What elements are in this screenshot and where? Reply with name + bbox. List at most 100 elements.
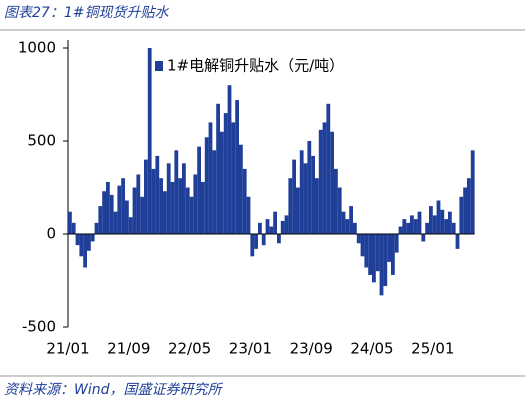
bar [318, 129, 323, 234]
x-tick-label: 23/09 [290, 340, 333, 358]
bar [273, 211, 277, 234]
bar [174, 150, 179, 234]
bar [197, 146, 201, 234]
bar [163, 191, 167, 234]
bar [83, 234, 87, 268]
bar [425, 222, 429, 234]
bar [254, 234, 258, 249]
bar [231, 122, 236, 234]
bar [315, 178, 319, 234]
bar [356, 234, 361, 244]
bar [201, 181, 205, 234]
bar [440, 209, 445, 234]
bar [398, 226, 403, 234]
x-tick-label: 25/01 [411, 340, 454, 358]
bar [98, 206, 103, 234]
bar [239, 144, 243, 234]
bar [208, 122, 213, 234]
bar [394, 234, 399, 253]
bar [235, 100, 239, 234]
bar [421, 234, 426, 242]
x-tick-label: 22/05 [168, 340, 211, 358]
bar [170, 181, 175, 234]
bar [311, 155, 315, 234]
bar [159, 178, 163, 234]
bar [391, 234, 395, 275]
bar [417, 211, 422, 234]
bar [277, 234, 281, 244]
bar [269, 226, 274, 234]
bar [246, 196, 251, 234]
bar [303, 163, 308, 234]
bar [330, 131, 334, 234]
bar [444, 219, 448, 234]
bar [189, 196, 194, 234]
bar [227, 85, 232, 234]
bar [250, 234, 255, 257]
bar [368, 234, 372, 275]
bar [125, 200, 129, 234]
bar [212, 150, 217, 234]
bar [436, 200, 441, 234]
bar [68, 211, 72, 234]
bar [455, 234, 460, 249]
bar [216, 103, 220, 234]
bar [94, 222, 99, 234]
bar [178, 178, 182, 234]
x-tick-label: 21/09 [107, 340, 150, 358]
bar [121, 178, 125, 234]
bar [292, 159, 296, 234]
bar [87, 234, 91, 251]
bar [341, 211, 346, 234]
bar [75, 234, 80, 246]
bar [451, 222, 456, 234]
bar [296, 187, 300, 234]
bar [383, 234, 388, 287]
bar [204, 137, 209, 234]
bar [360, 234, 365, 257]
y-tick-label: 1000 [18, 39, 56, 57]
bar [299, 150, 304, 234]
bar [140, 196, 144, 234]
bar [223, 113, 228, 234]
bar [128, 217, 133, 234]
bar [265, 219, 270, 234]
legend-swatch [155, 61, 163, 71]
bar [155, 155, 160, 234]
bar [326, 103, 331, 234]
bar [470, 150, 475, 234]
bar [413, 219, 418, 234]
bar [79, 234, 84, 257]
y-tick-label: 500 [27, 132, 56, 150]
bar [113, 211, 118, 234]
bar [345, 219, 350, 234]
bar [185, 187, 190, 234]
bar [147, 48, 152, 234]
bar [448, 211, 452, 234]
bar [467, 178, 471, 234]
bar [132, 187, 137, 234]
bar [307, 141, 312, 234]
bar [106, 181, 110, 234]
bar [349, 206, 353, 234]
bar [109, 194, 114, 234]
bar [136, 174, 141, 234]
bar [337, 187, 342, 234]
bar [432, 215, 437, 234]
bar [402, 219, 407, 234]
x-tick-label: 24/05 [350, 340, 393, 358]
bar [90, 234, 95, 242]
bar [459, 196, 464, 234]
bar [71, 222, 76, 234]
bar [387, 234, 391, 262]
source-note: 资料来源：Wind，国盛证券研究所 [4, 382, 223, 398]
bar [288, 178, 293, 234]
bar [284, 215, 289, 234]
y-tick-label: -500 [22, 318, 56, 336]
bar [220, 131, 224, 234]
bar [261, 234, 266, 246]
bar [151, 168, 156, 234]
bar [144, 159, 148, 234]
bar [379, 234, 384, 296]
chart-title: 图表27：1#铜现货升贴水 [4, 5, 169, 21]
